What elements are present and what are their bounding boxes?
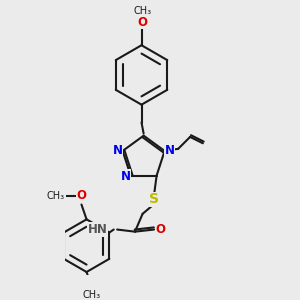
Text: O: O (156, 223, 166, 236)
Text: HN: HN (88, 223, 108, 236)
Text: N: N (121, 170, 130, 183)
Text: CH₃: CH₃ (82, 290, 101, 300)
Text: O: O (76, 190, 86, 202)
Text: CH₃: CH₃ (47, 191, 65, 201)
Text: CH₃: CH₃ (133, 6, 152, 16)
Text: N: N (165, 144, 175, 157)
Text: N: N (112, 144, 122, 157)
Text: O: O (137, 16, 147, 29)
Text: S: S (148, 192, 159, 206)
